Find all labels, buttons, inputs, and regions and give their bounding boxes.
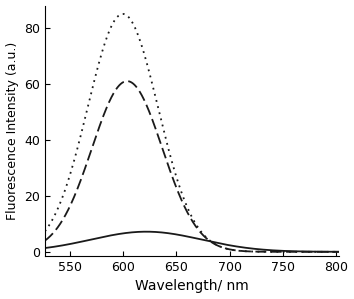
Y-axis label: Fluorescence Intensity (a.u.): Fluorescence Intensity (a.u.)	[6, 42, 18, 220]
X-axis label: Wavelength/ nm: Wavelength/ nm	[135, 280, 249, 293]
